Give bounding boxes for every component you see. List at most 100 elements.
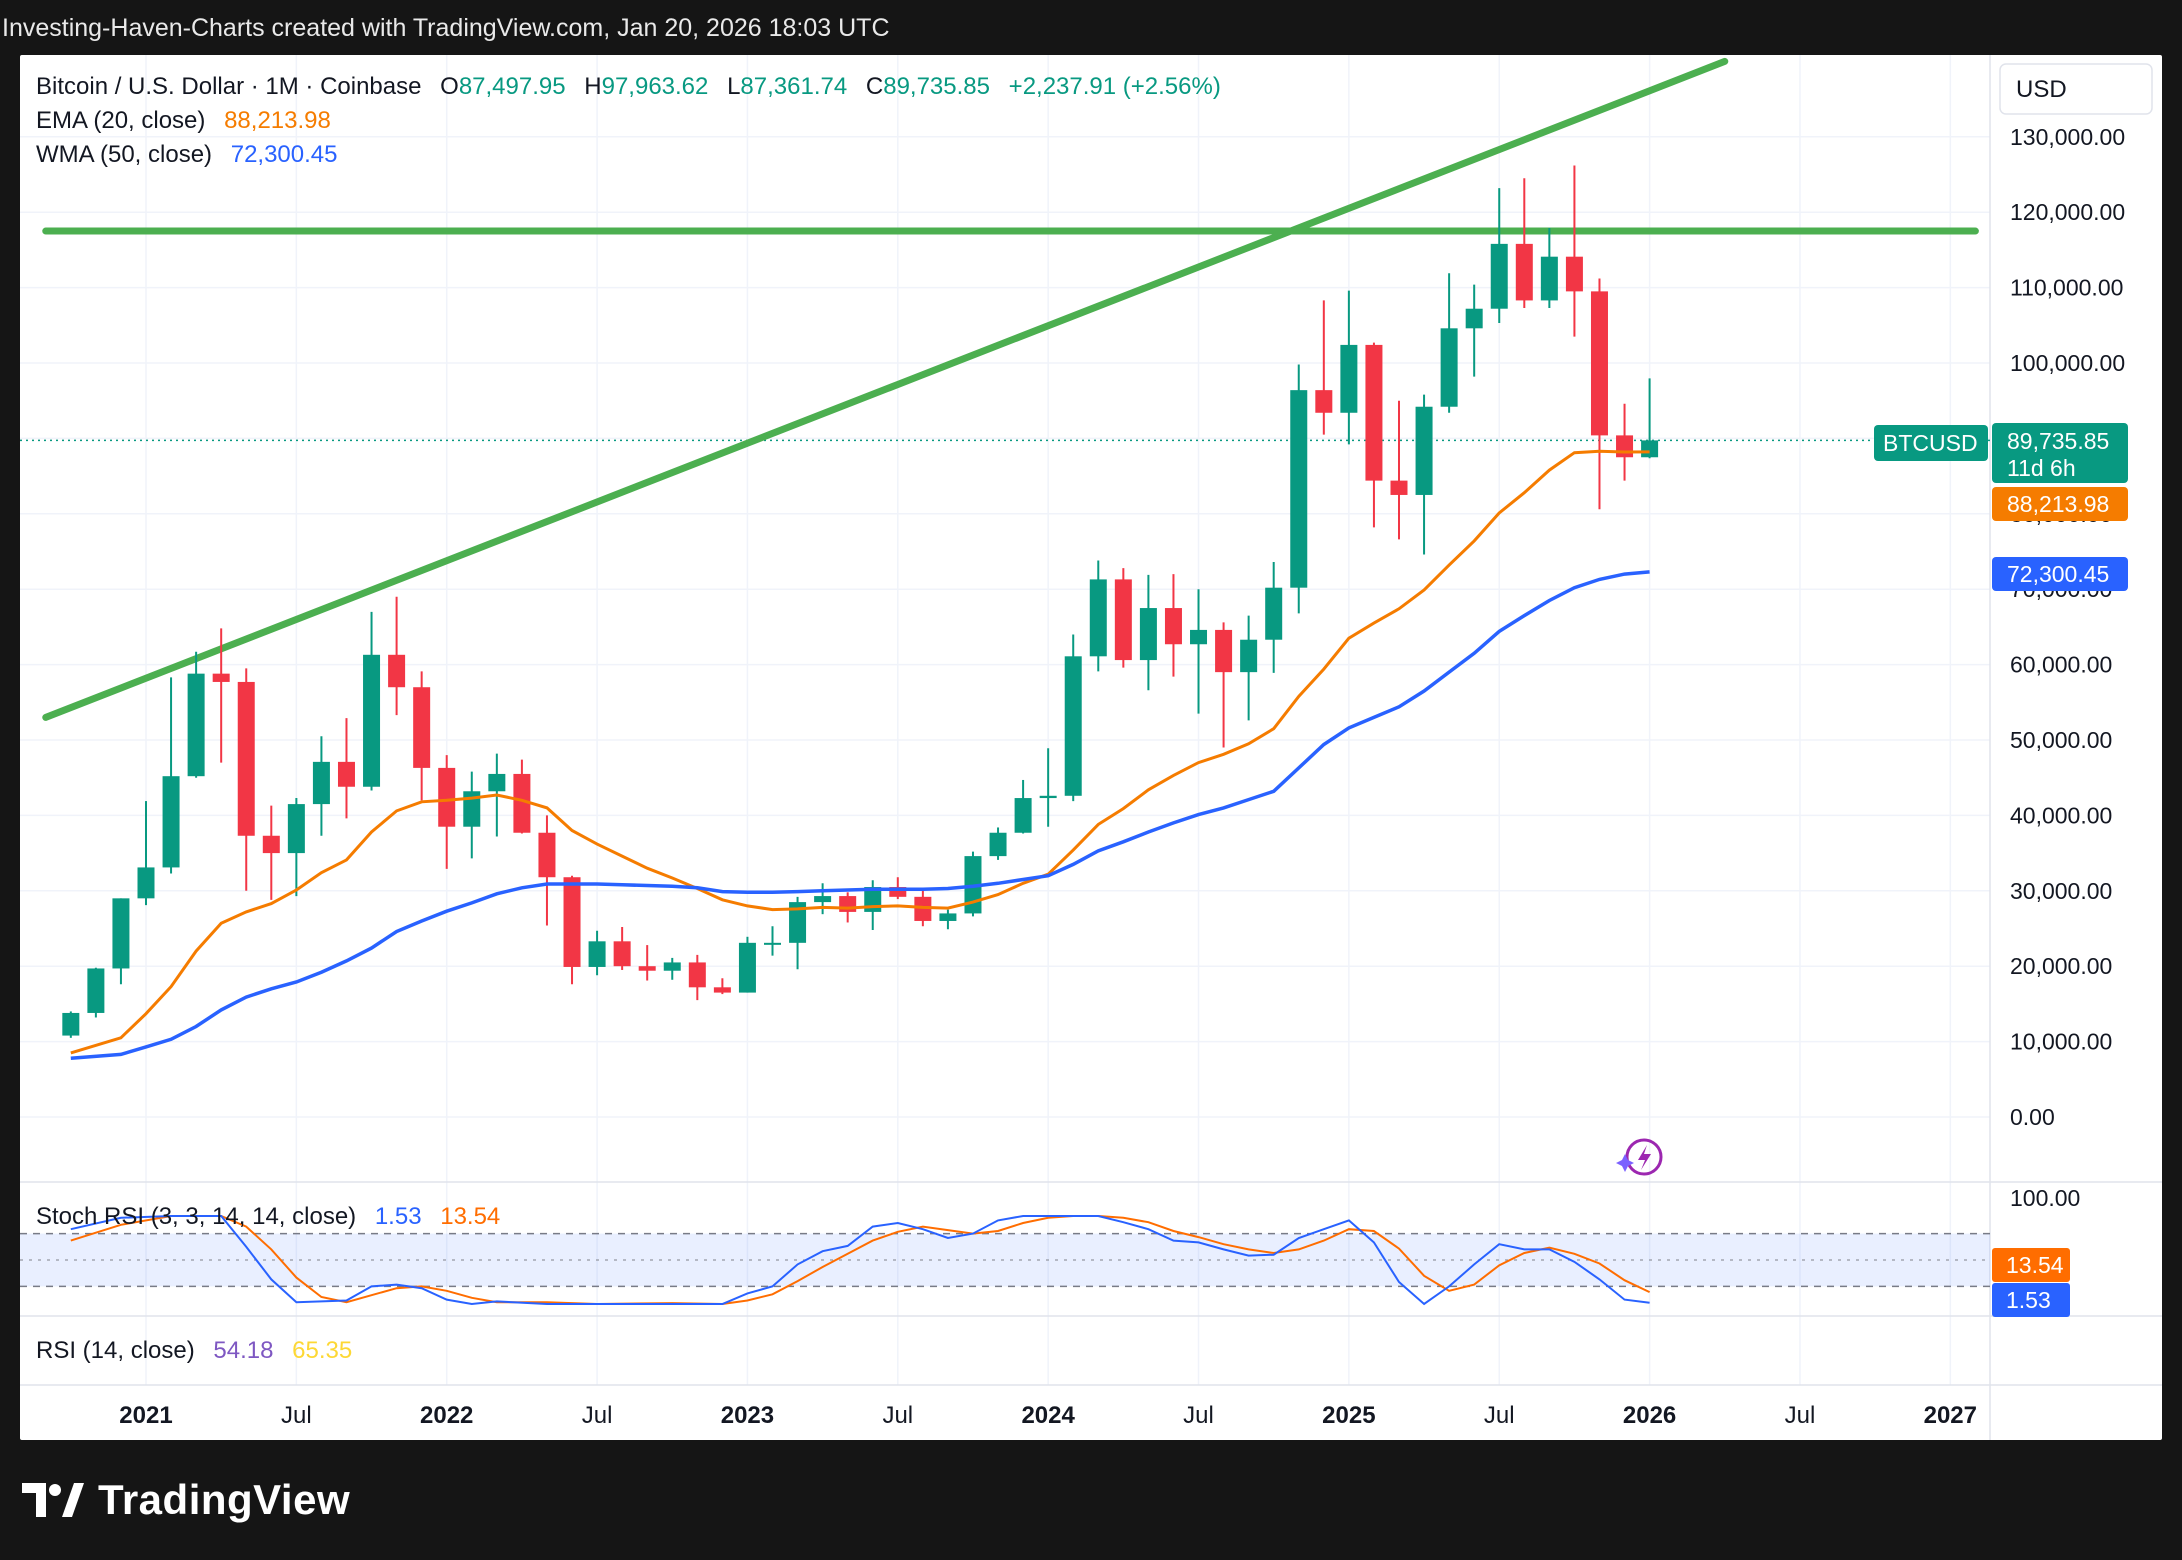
stoch-band-fill [20,1233,1990,1287]
legend-wma-label: WMA (50, close) [36,141,212,168]
price-tick-label: 10,000.00 [2010,1029,2112,1055]
candle-body [1089,579,1107,657]
candle [262,805,280,900]
candle [1290,364,1308,614]
candle-body [388,654,406,688]
wma-price-badge: 72,300.45 [2007,561,2109,587]
tradingview-logo[interactable]: TradingView [22,1476,350,1524]
stoch-scale: 100.00 13.54 1.53 [1992,1185,2080,1317]
candle-body [1164,608,1182,645]
legend-ohlc-row: Bitcoin / U.S. Dollar · 1M · Coinbase O8… [36,73,1221,100]
candle [1039,748,1057,827]
stoch-d-badge: 13.54 [2006,1252,2064,1278]
candle [563,875,581,985]
candle-body [814,896,832,903]
price-tick-label: 0.00 [2010,1104,2055,1130]
legend-symbol: Bitcoin / U.S. Dollar · 1M · Coinbase [36,73,421,100]
candle-body [1014,798,1032,833]
candle-body [1365,344,1383,481]
candle [1164,574,1182,677]
candle [688,954,706,1001]
candle-body [337,761,355,787]
candle [1240,615,1258,721]
candle-body [1415,406,1433,495]
candle [1114,568,1132,668]
chart-panel [20,55,2162,1440]
grid-lines [20,55,1990,1385]
candle-body [1540,256,1558,301]
legend-stoch-k: 1.53 [375,1203,422,1230]
legend-high-value: 97,963.62 [602,73,709,100]
time-tick-label: Jul [582,1402,613,1429]
candle-body [939,913,957,921]
legend-stoch-row: Stoch RSI (3, 3, 14, 14, close) 1.53 13.… [36,1203,500,1230]
candle [1340,290,1358,445]
candle-body [588,941,606,967]
candle [1064,634,1082,802]
stoch-d-badge-bg [1992,1248,2070,1282]
candle-body [563,877,581,967]
price-tick-label: 40,000.00 [2010,802,2112,828]
candle-body [262,835,280,854]
candle [1190,589,1208,714]
candle [764,926,781,956]
candle [1390,400,1408,540]
candle-body [1114,579,1132,661]
price-tick-label: 30,000.00 [2010,878,2112,904]
candle-body [638,966,656,971]
price-badges: BTCUSD 89,735.85 11d 6h 88,213.98 72,300… [1874,423,2128,591]
candle [1515,178,1533,308]
wma-50-line [70,570,1650,1060]
time-axis[interactable]: 2021 Jul 2022 Jul 2023 Jul 2024 Jul 2025 Jul 2026 J… [119,1402,1977,1429]
candle-body [212,673,230,682]
time-tick-label: 2022 [420,1402,473,1429]
ticker-badge-bg [1874,425,1988,461]
legend-open-value: 87,497.95 [459,73,566,100]
legend-low-label: L [727,73,740,100]
legend-rsi-ma: 65.35 [292,1337,352,1364]
candle-body [713,987,731,993]
stoch-axis-top: 100.00 [2010,1185,2080,1211]
candle [1415,394,1433,555]
rising-trendline[interactable] [42,57,1729,721]
candle [588,930,606,976]
legend-stoch-d: 13.54 [440,1203,500,1230]
time-tick-label: 2021 [119,1402,172,1429]
legend-stoch-label: Stoch RSI (3, 3, 14, 14, close) [36,1203,356,1230]
price-tick-label: 20,000.00 [2010,953,2112,979]
currency-button[interactable] [1999,63,2153,115]
candle-body [513,773,531,833]
candle [1265,562,1283,673]
candle [638,945,656,981]
candle [663,957,681,980]
lightning-icon[interactable] [1616,1138,1663,1176]
candle-body [1440,328,1458,407]
candle [463,771,481,859]
candle [538,815,556,926]
candle-body [1265,587,1283,640]
ema-price-badge-bg [1992,487,2128,521]
candle-body [237,681,255,836]
candle-body [1616,435,1634,458]
candle [237,668,255,891]
time-tick-label: Jul [1484,1402,1515,1429]
candle [363,611,381,791]
candle [738,936,756,993]
price-tick-label: 50,000.00 [2010,727,2112,753]
time-tick-label: 2026 [1623,1402,1676,1429]
candle-body [187,673,205,777]
last-price-badge-bg [1992,423,2128,483]
price-tick-label: 60,000.00 [2010,652,2112,678]
candle [1565,165,1583,337]
candle [613,926,631,970]
wma-price-badge-bg [1992,557,2128,591]
candle-body [1215,629,1233,673]
candle-body [363,654,381,787]
candle [337,718,355,819]
trendlines[interactable] [42,57,1979,721]
candle [814,883,832,915]
candle [438,755,456,869]
candle-body [538,832,556,878]
